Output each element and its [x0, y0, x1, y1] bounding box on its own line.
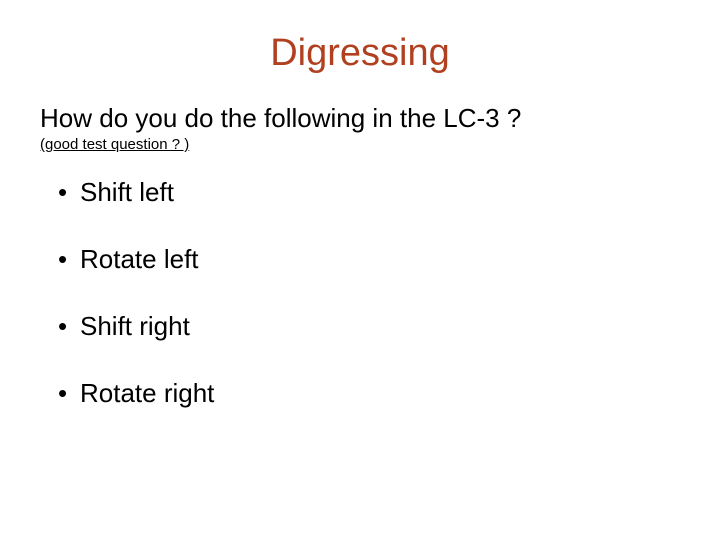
- slide-note: (good test question ? ): [40, 136, 680, 153]
- list-item: Shift left: [58, 177, 680, 208]
- slide-container: Digressing How do you do the following i…: [0, 0, 720, 540]
- bullet-list: Shift left Rotate left Shift right Rotat…: [40, 177, 680, 409]
- list-item: Rotate left: [58, 244, 680, 275]
- list-item: Shift right: [58, 311, 680, 342]
- slide-subtitle: How do you do the following in the LC-3 …: [40, 103, 680, 134]
- slide-title: Digressing: [40, 32, 680, 75]
- list-item: Rotate right: [58, 378, 680, 409]
